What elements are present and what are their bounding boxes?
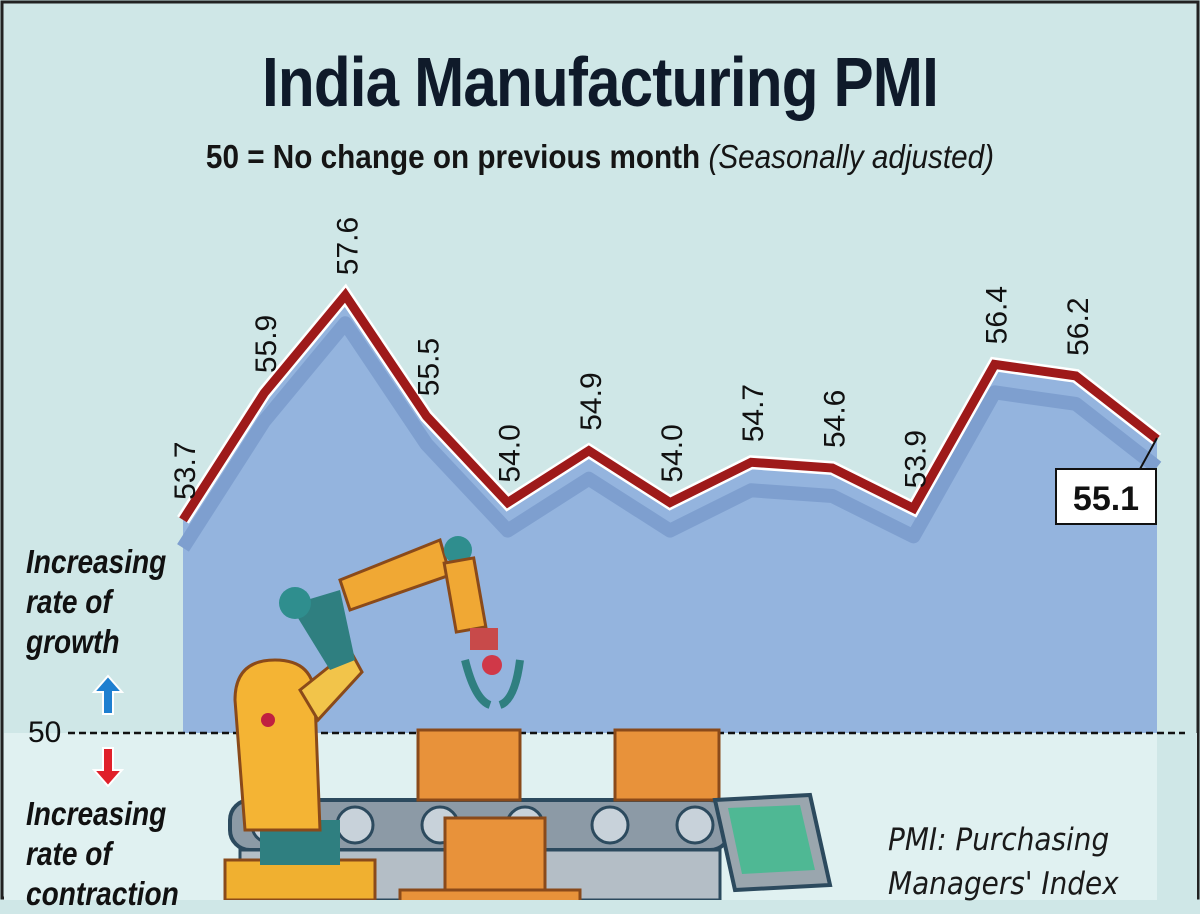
growth-line-2: rate of (26, 583, 112, 620)
highlight-pointer (1139, 437, 1158, 470)
robot-wrist-joint (470, 628, 498, 650)
cardboard-box (398, 888, 582, 900)
area-fill (183, 295, 1157, 733)
data-label: 54.9 (575, 372, 608, 430)
chart-subtitle: 50 = No change on previous month (Season… (60, 138, 1140, 176)
data-label: 54.0 (494, 424, 527, 482)
robot-gripper-icon (461, 659, 524, 709)
conveyor-roller (335, 805, 375, 845)
data-label: 53.9 (900, 430, 933, 488)
data-label: 53.7 (169, 441, 202, 499)
cardboard-box (613, 728, 721, 802)
data-label: 54.0 (656, 424, 689, 482)
data-label: 54.6 (818, 390, 851, 448)
subtitle-note: (Seasonally adjusted) (708, 138, 995, 175)
contraction-line-3: contraction (26, 875, 179, 912)
contraction-line-1: Increasing (26, 795, 167, 832)
contraction-line-2: rate of (26, 835, 112, 872)
data-label: 55.5 (413, 338, 446, 396)
growth-line-3: growth (26, 623, 120, 660)
robot-base (223, 858, 377, 900)
up-arrow-icon (91, 674, 125, 715)
cardboard-box (416, 728, 522, 802)
contraction-label: Increasing rate of contraction (26, 794, 179, 914)
subtitle-text: 50 = No change on previous month (205, 138, 701, 175)
data-label: 57.6 (331, 217, 364, 275)
data-label: 56.2 (1062, 297, 1095, 355)
down-arrow-icon (91, 747, 125, 788)
area-shadow (177, 316, 1162, 552)
data-label: 56.4 (981, 286, 1014, 344)
pmi-definition-note: PMI: Purchasing Managers' Index (888, 818, 1119, 906)
cardboard-box (443, 816, 547, 892)
growth-label: Increasing rate of growth (26, 542, 166, 662)
gripper-pivot (482, 655, 502, 675)
data-label: 54.7 (737, 384, 770, 442)
data-label: 55.9 (250, 315, 283, 373)
chart-title: India Manufacturing PMI (262, 43, 939, 121)
highlight-label: 55.1 (1073, 480, 1139, 518)
robot-joint (261, 713, 275, 727)
note-line-2: Managers' Index (888, 866, 1119, 902)
terminal-screen (728, 805, 815, 874)
highlight-label-box (1055, 468, 1157, 525)
conveyor-roller (675, 805, 715, 845)
growth-line-1: Increasing (26, 543, 167, 580)
pmi-line (179, 287, 1160, 523)
note-line-1: PMI: Purchasing (888, 822, 1110, 858)
robot-elbow (444, 536, 472, 564)
baseline-label: 50 (28, 716, 62, 749)
conveyor-roller (590, 805, 630, 845)
right-margin (1157, 733, 1197, 900)
robot-shoulder (279, 587, 311, 619)
